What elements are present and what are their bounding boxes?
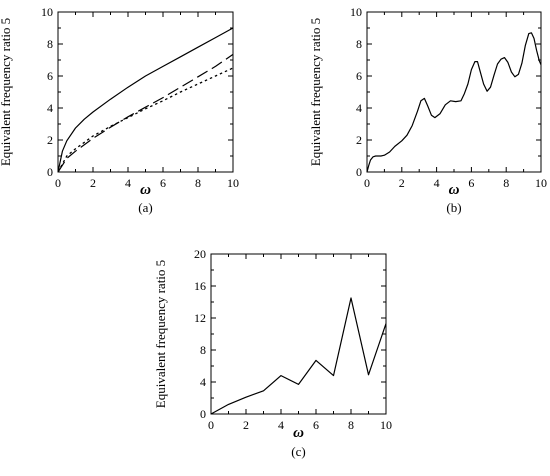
y-tick-label: 10 xyxy=(41,5,53,19)
y-tick-label: 6 xyxy=(356,69,362,83)
x-tick-label: 4 xyxy=(278,418,284,432)
x-tick-label: 2 xyxy=(399,176,405,190)
y-axis-title: Equivalent frequency ratio 5 xyxy=(308,18,323,166)
panel-label: (a) xyxy=(138,200,152,215)
x-tick-label: 10 xyxy=(380,418,392,432)
x-tick-label: 8 xyxy=(503,176,509,190)
y-tick-label: 8 xyxy=(200,343,206,357)
x-tick-label: 8 xyxy=(348,418,354,432)
x-tick-label: 6 xyxy=(160,176,166,190)
y-tick-label: 4 xyxy=(47,101,53,115)
y-tick-label: 4 xyxy=(356,101,362,115)
y-tick-label: 8 xyxy=(47,37,53,51)
y-tick-label: 6 xyxy=(47,69,53,83)
panel-c: 0 2 4 6 8 10 0 4 8 12 16 20 Equivalent frequency rat… xyxy=(153,247,392,459)
plot-frame xyxy=(57,11,234,173)
y-axis-title: Equivalent frequency ratio 5 xyxy=(0,18,13,166)
x-tick-label: 8 xyxy=(195,176,201,190)
x-tick-label: 4 xyxy=(434,176,440,190)
x-tick-label: 10 xyxy=(227,176,239,190)
x-tick-label: 2 xyxy=(243,418,249,432)
x-axis-title: ω xyxy=(140,182,151,198)
panel-label: (c) xyxy=(291,444,305,459)
y-tick-label: 4 xyxy=(200,375,206,389)
y-tick-label: 0 xyxy=(200,407,206,421)
y-tick-label: 2 xyxy=(356,133,362,147)
panel-b: 0 2 4 6 8 10 0 2 4 6 8 10 Equivalent frequency ratio… xyxy=(308,5,547,215)
y-tick-label: 0 xyxy=(356,165,362,179)
y-tick-label: 2 xyxy=(47,133,53,147)
series-line-solid xyxy=(57,27,234,173)
x-axis-title: ω xyxy=(293,425,304,441)
y-tick-label: 16 xyxy=(194,279,206,293)
panel-label: (b) xyxy=(446,200,461,215)
x-tick-label: 6 xyxy=(313,418,319,432)
y-axis-title: Equivalent frequency ratio 5 xyxy=(153,260,168,408)
x-tick-label: 2 xyxy=(90,176,96,190)
y-tick-label: 10 xyxy=(350,5,362,19)
series-line-solid xyxy=(366,32,542,173)
panel-a: 0 2 4 6 8 10 0 2 4 6 8 10 Equivalent frequency ratio… xyxy=(0,5,239,215)
x-tick-label: 0 xyxy=(55,176,61,190)
x-tick-label: 10 xyxy=(535,176,547,190)
x-tick-label: 0 xyxy=(364,176,370,190)
y-tick-label: 20 xyxy=(194,247,206,261)
series-line-dash xyxy=(57,53,234,173)
y-tick-label: 12 xyxy=(194,311,206,325)
y-tick-label: 0 xyxy=(47,165,53,179)
x-axis-title: ω xyxy=(449,182,460,198)
x-tick-label: 4 xyxy=(125,176,131,190)
y-tick-label: 8 xyxy=(356,37,362,51)
x-tick-label: 0 xyxy=(208,418,214,432)
series-line-dot xyxy=(57,67,234,173)
series-line-solid xyxy=(210,297,387,415)
x-tick-label: 6 xyxy=(468,176,474,190)
